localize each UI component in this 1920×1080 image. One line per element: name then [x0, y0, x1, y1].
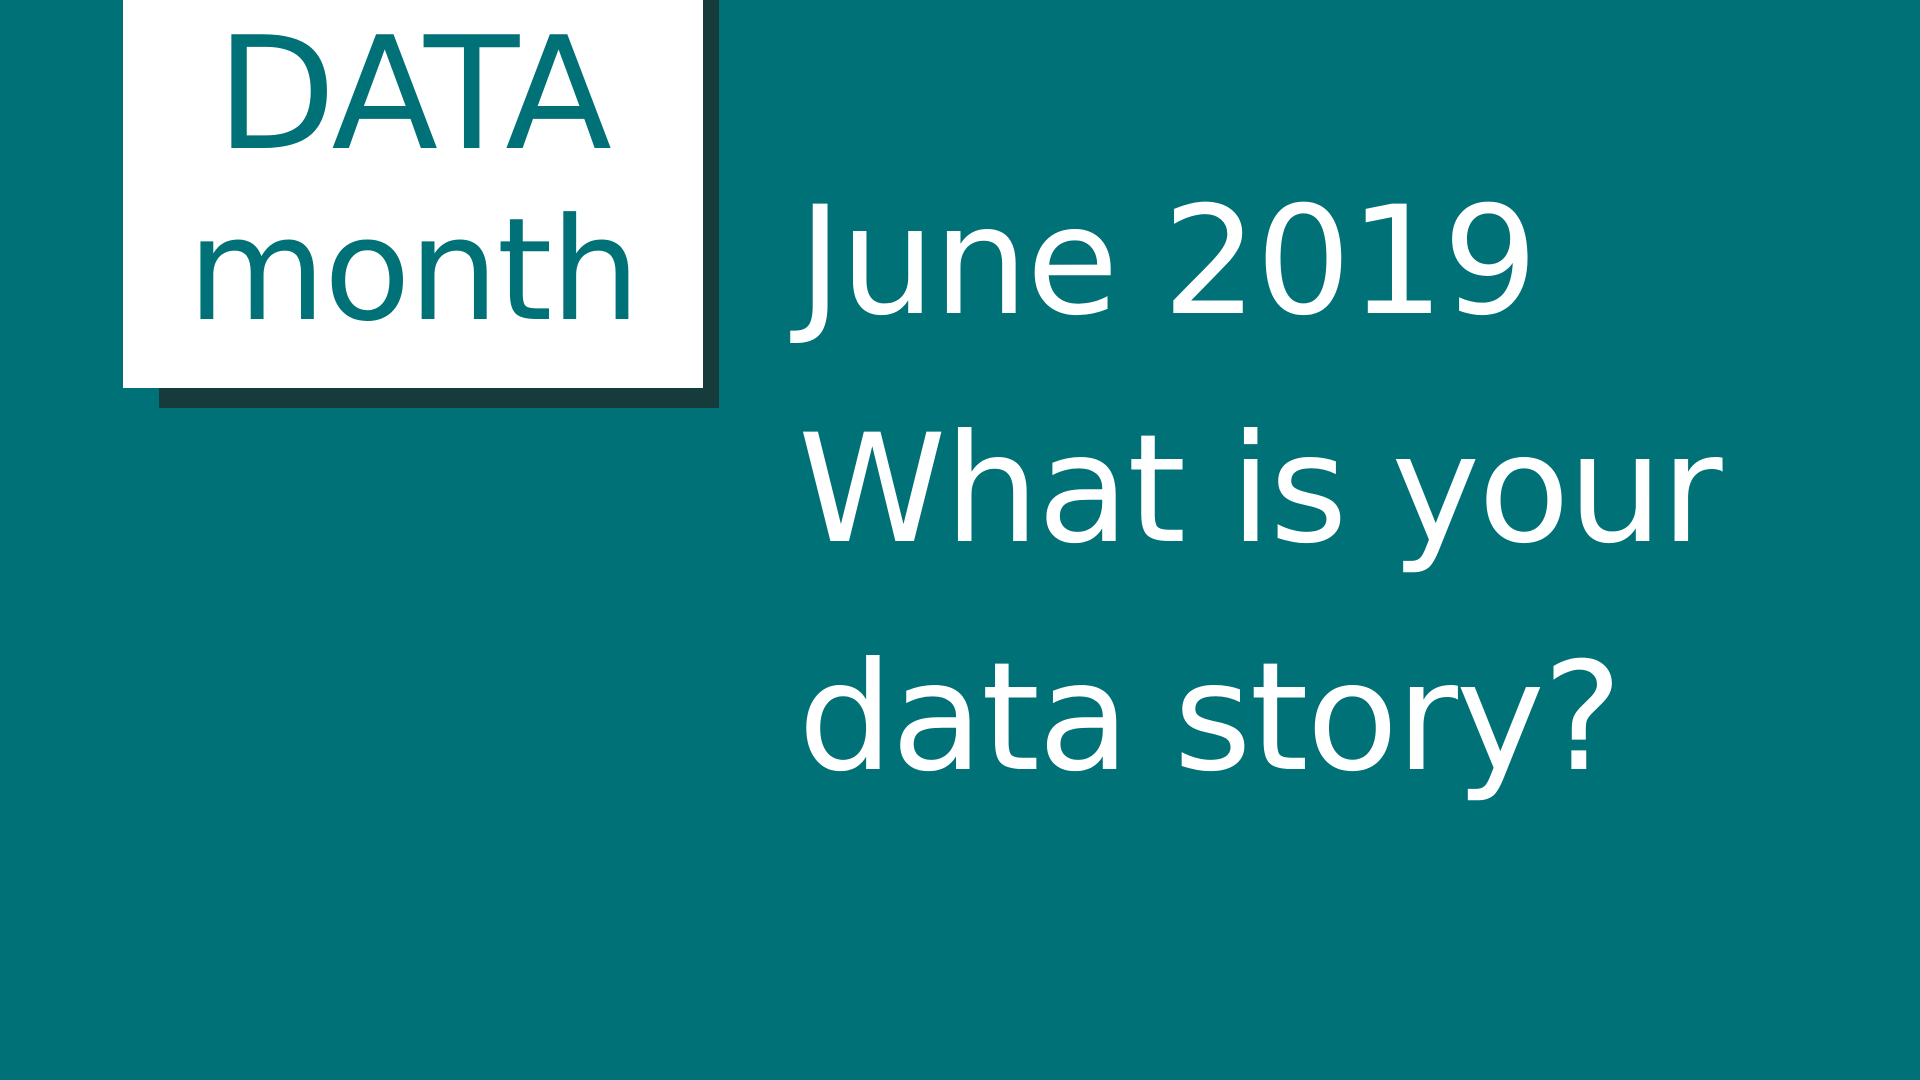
logo-word-month: month [187, 188, 641, 353]
logo-word-data: DATA [216, 3, 612, 185]
data-month-logo: DATA month [123, 0, 703, 388]
headline-date: June 2019 [798, 175, 1538, 349]
headline: June 2019 What is your data story? [798, 148, 1908, 832]
headline-question-line2: data story? [798, 631, 1622, 805]
headline-question-line1: What is your [798, 403, 1723, 577]
